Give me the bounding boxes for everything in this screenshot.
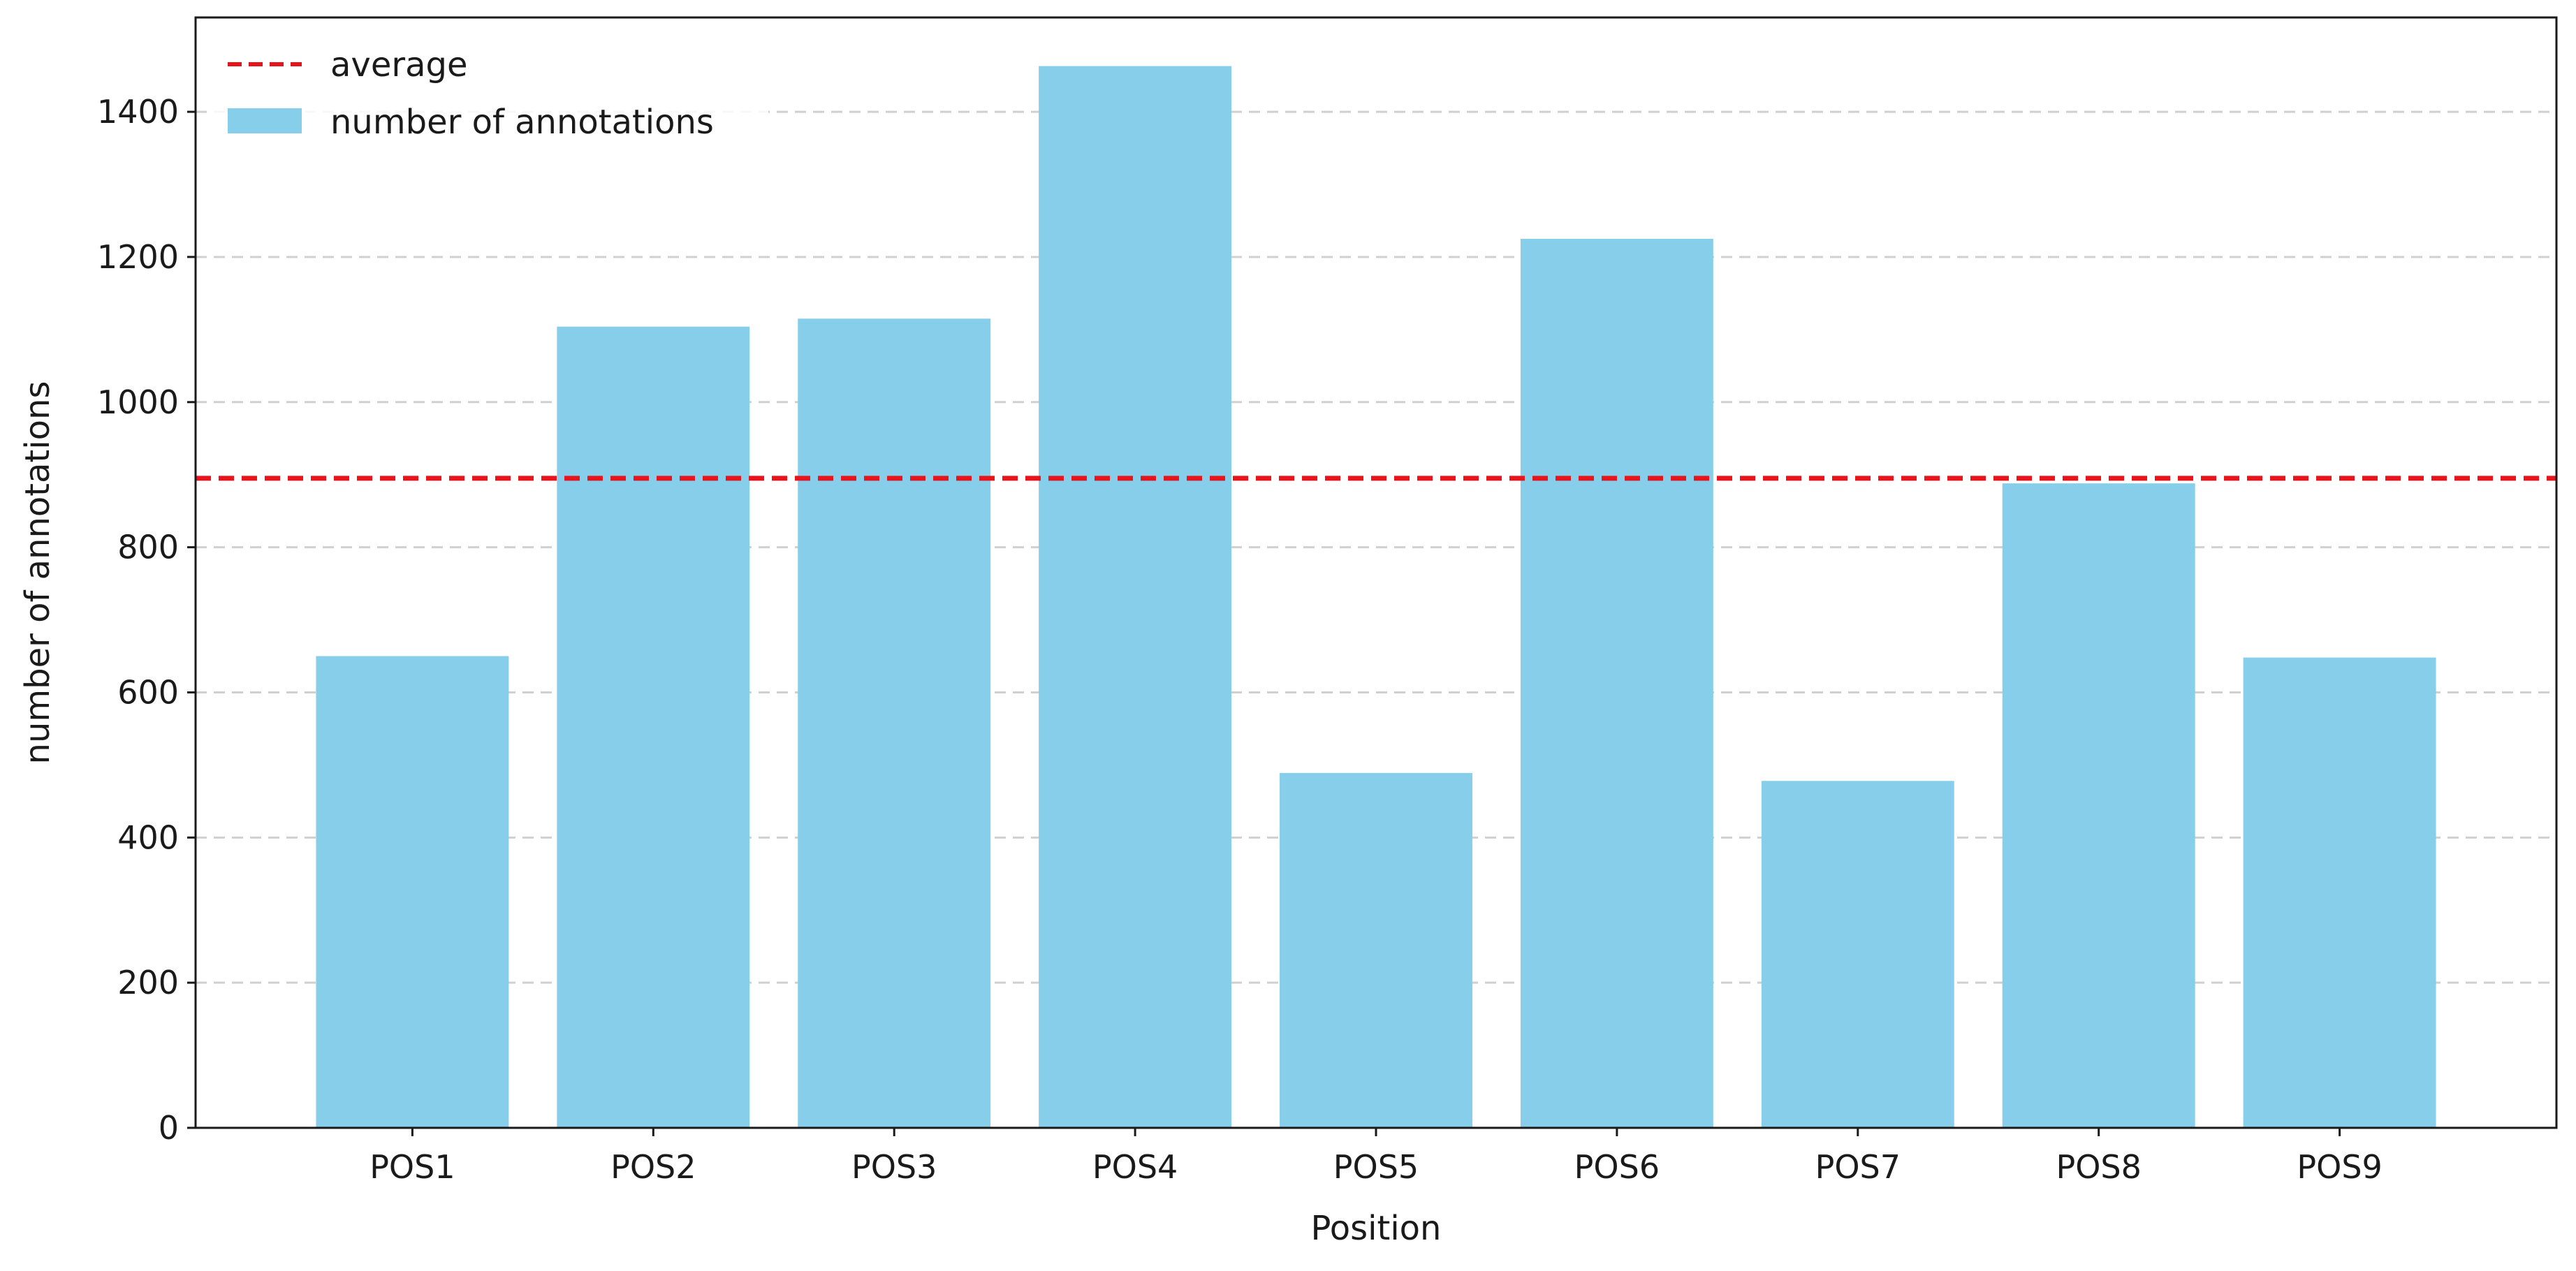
- y-tick-label: 200: [117, 964, 179, 1001]
- x-axis-label: Position: [1311, 1209, 1442, 1248]
- bar-series: [316, 66, 2436, 1129]
- x-tick-label: POS3: [851, 1148, 937, 1186]
- y-tick-label: 600: [117, 673, 179, 711]
- x-tick-label: POS1: [369, 1148, 455, 1186]
- bar-pos7: [1761, 781, 1954, 1128]
- x-tick-label: POS6: [1574, 1148, 1660, 1186]
- bar-pos9: [2243, 657, 2436, 1128]
- y-tick-label: 1400: [97, 93, 179, 131]
- legend: average number of annotations: [210, 31, 768, 157]
- legend-average-label: average: [330, 45, 468, 85]
- y-tick-label: 1200: [97, 238, 179, 276]
- legend-background: [210, 31, 768, 157]
- x-tick-label: POS9: [2297, 1148, 2382, 1186]
- x-tick-label: POS2: [610, 1148, 696, 1186]
- x-tick-label: POS7: [1815, 1148, 1901, 1186]
- x-tick-label: POS4: [1092, 1148, 1178, 1186]
- legend-bar-swatch: [228, 108, 302, 133]
- bar-pos5: [1280, 772, 1472, 1128]
- y-axis-label: number of annotations: [18, 381, 57, 765]
- bar-pos4: [1039, 66, 1232, 1129]
- bar-pos6: [1520, 238, 1713, 1128]
- x-tick-label: POS5: [1333, 1148, 1419, 1186]
- y-tick-label: 0: [159, 1109, 179, 1147]
- legend-bar-label: number of annotations: [330, 103, 714, 142]
- y-tick-label: 800: [117, 529, 179, 566]
- y-tick-label: 400: [117, 818, 179, 856]
- bar-pos8: [2002, 483, 2195, 1128]
- bar-pos1: [316, 656, 509, 1128]
- x-tick-label: POS8: [2056, 1148, 2141, 1186]
- bar-pos2: [557, 326, 750, 1129]
- y-tick-label: 1000: [97, 383, 179, 421]
- x-axis-ticks: POS1 POS2 POS3 POS4 POS5 POS6 POS7 POS8 POS9: [369, 1128, 2383, 1186]
- y-axis-ticks: 0 200 400 600 800 1000 1200 1400: [97, 93, 196, 1147]
- bar-pos3: [798, 318, 991, 1128]
